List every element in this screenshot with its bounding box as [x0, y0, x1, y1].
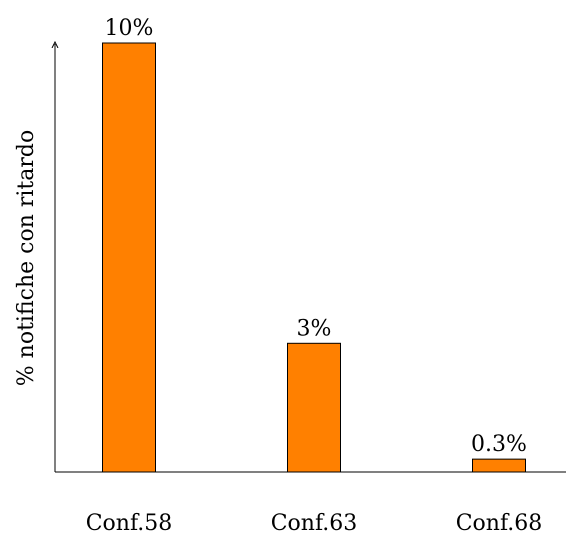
data-label: 10%	[105, 16, 154, 41]
bar-conf-58	[102, 42, 156, 473]
data-labels-group: 10% 3% 0.3%	[105, 16, 527, 457]
bar-conf-68	[472, 458, 526, 473]
data-label: 3%	[297, 316, 332, 341]
bar-conf-63	[287, 342, 341, 473]
data-label: 0.3%	[471, 432, 527, 457]
y-axis-label: % notifiche con ritardo	[14, 130, 39, 386]
x-tick-label: Conf.58	[86, 511, 173, 533]
x-tick-label: Conf.63	[271, 511, 358, 533]
x-tick-labels-group: Conf.58 Conf.63 Conf.68	[86, 511, 543, 533]
x-tick-label: Conf.68	[456, 511, 543, 533]
bars-group	[102, 42, 526, 473]
